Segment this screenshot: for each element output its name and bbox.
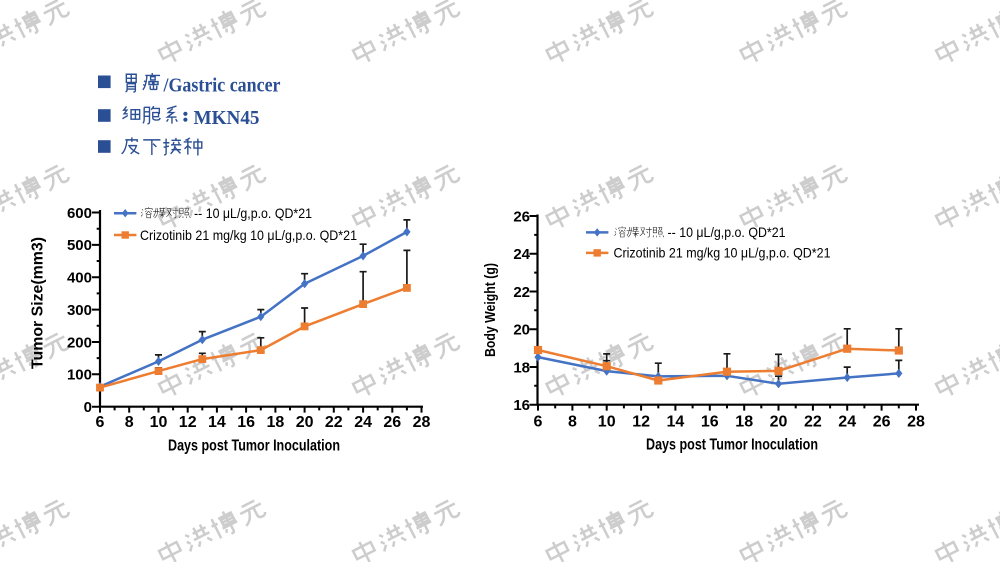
svg-text:500: 500: [67, 237, 92, 254]
svg-text:8: 8: [568, 414, 577, 431]
svg-text:28: 28: [907, 414, 925, 431]
svg-text:MKN45: MKN45: [194, 107, 260, 129]
svg-text:Days post Tumor Inoculation: Days post Tumor Inoculation: [646, 437, 818, 454]
svg-text:14: 14: [208, 414, 226, 431]
svg-text:20: 20: [513, 322, 530, 339]
svg-text:Body Weight (g): Body Weight (g): [483, 263, 499, 357]
svg-text:16: 16: [513, 397, 530, 414]
svg-text:26: 26: [383, 414, 401, 431]
svg-text:100: 100: [67, 367, 92, 384]
svg-text:200: 200: [67, 334, 92, 351]
svg-text:-- 10 μL/g,p.o. QD*21: -- 10 μL/g,p.o. QD*21: [194, 205, 312, 221]
svg-text:18: 18: [513, 359, 530, 376]
svg-text:22: 22: [513, 284, 530, 301]
svg-text:24: 24: [838, 414, 856, 431]
svg-text:8: 8: [125, 414, 134, 431]
svg-text:24: 24: [513, 246, 530, 263]
svg-text:Days post Tumor Inoculation: Days post Tumor Inoculation: [168, 438, 340, 455]
svg-text:0: 0: [84, 399, 92, 416]
svg-text:-- 10 μL/g,p.o. QD*21: -- 10 μL/g,p.o. QD*21: [668, 224, 786, 240]
svg-text:12: 12: [179, 414, 197, 431]
svg-text:10: 10: [150, 414, 168, 431]
svg-text:12: 12: [632, 414, 650, 431]
svg-text:16: 16: [237, 414, 255, 431]
svg-text:22: 22: [804, 414, 822, 431]
svg-text:6: 6: [534, 414, 543, 431]
svg-text:300: 300: [67, 302, 92, 319]
svg-text:600: 600: [67, 205, 92, 222]
svg-text:6: 6: [96, 414, 105, 431]
svg-text:26: 26: [873, 414, 891, 431]
svg-text:20: 20: [770, 414, 788, 431]
svg-text:Tumor Size(mm3): Tumor Size(mm3): [30, 237, 47, 369]
svg-text:20: 20: [296, 414, 314, 431]
svg-text:14: 14: [667, 414, 685, 431]
svg-text:400: 400: [67, 270, 92, 287]
svg-text:24: 24: [354, 414, 372, 431]
svg-text:28: 28: [413, 414, 431, 431]
svg-text:26: 26: [513, 208, 530, 225]
svg-text:18: 18: [735, 414, 753, 431]
svg-text:22: 22: [325, 414, 343, 431]
svg-text:/Gastric cancer: /Gastric cancer: [163, 75, 281, 97]
svg-text:Crizotinib 21 mg/kg 10 μL/g,p.: Crizotinib 21 mg/kg 10 μL/g,p.o. QD*21: [614, 245, 831, 261]
svg-text:10: 10: [598, 414, 616, 431]
svg-text:18: 18: [267, 414, 285, 431]
svg-text:16: 16: [701, 414, 719, 431]
svg-text:Crizotinib 21 mg/kg 10 μL/g,p.: Crizotinib 21 mg/kg 10 μL/g,p.o. QD*21: [140, 227, 357, 243]
